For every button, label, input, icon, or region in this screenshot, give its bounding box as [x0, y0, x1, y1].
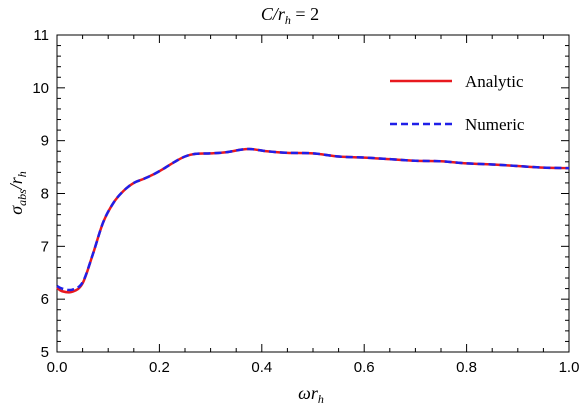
x-tick-label: 0.2 — [149, 359, 170, 376]
y-tick-label: 5 — [41, 344, 49, 361]
x-tick-label: 0.4 — [251, 359, 272, 376]
series-line-analytic — [56, 147, 570, 294]
chart-title: C/rh = 2 — [261, 4, 319, 27]
series-layer — [56, 147, 570, 294]
x-axis-label: ωrh — [298, 383, 324, 406]
y-axis-label: σabs/rh — [6, 171, 29, 215]
y-tick-label: 10 — [32, 80, 49, 97]
legend-label-numeric: Numeric — [465, 115, 525, 134]
series-line-numeric — [56, 147, 570, 292]
y-tick-label: 11 — [33, 27, 49, 44]
y-tick-label: 8 — [41, 186, 49, 203]
x-tick-labels: 0.0 0.2 0.4 0.6 0.8 1.0 — [47, 359, 580, 376]
y-tick-label: 6 — [41, 291, 49, 308]
y-tick-label: 9 — [41, 133, 49, 150]
y-tick-label: 7 — [41, 238, 49, 255]
x-tick-label: 0.0 — [47, 359, 68, 376]
y-tick-labels: 5 6 7 8 9 10 11 — [32, 27, 49, 361]
x-tick-label: 1.0 — [559, 359, 580, 376]
legend-label-analytic: Analytic — [465, 72, 524, 91]
x-tick-label: 0.8 — [456, 359, 477, 376]
x-tick-label: 0.6 — [354, 359, 375, 376]
axis-ticks — [56, 34, 570, 353]
legend: Analytic Numeric — [390, 72, 525, 134]
